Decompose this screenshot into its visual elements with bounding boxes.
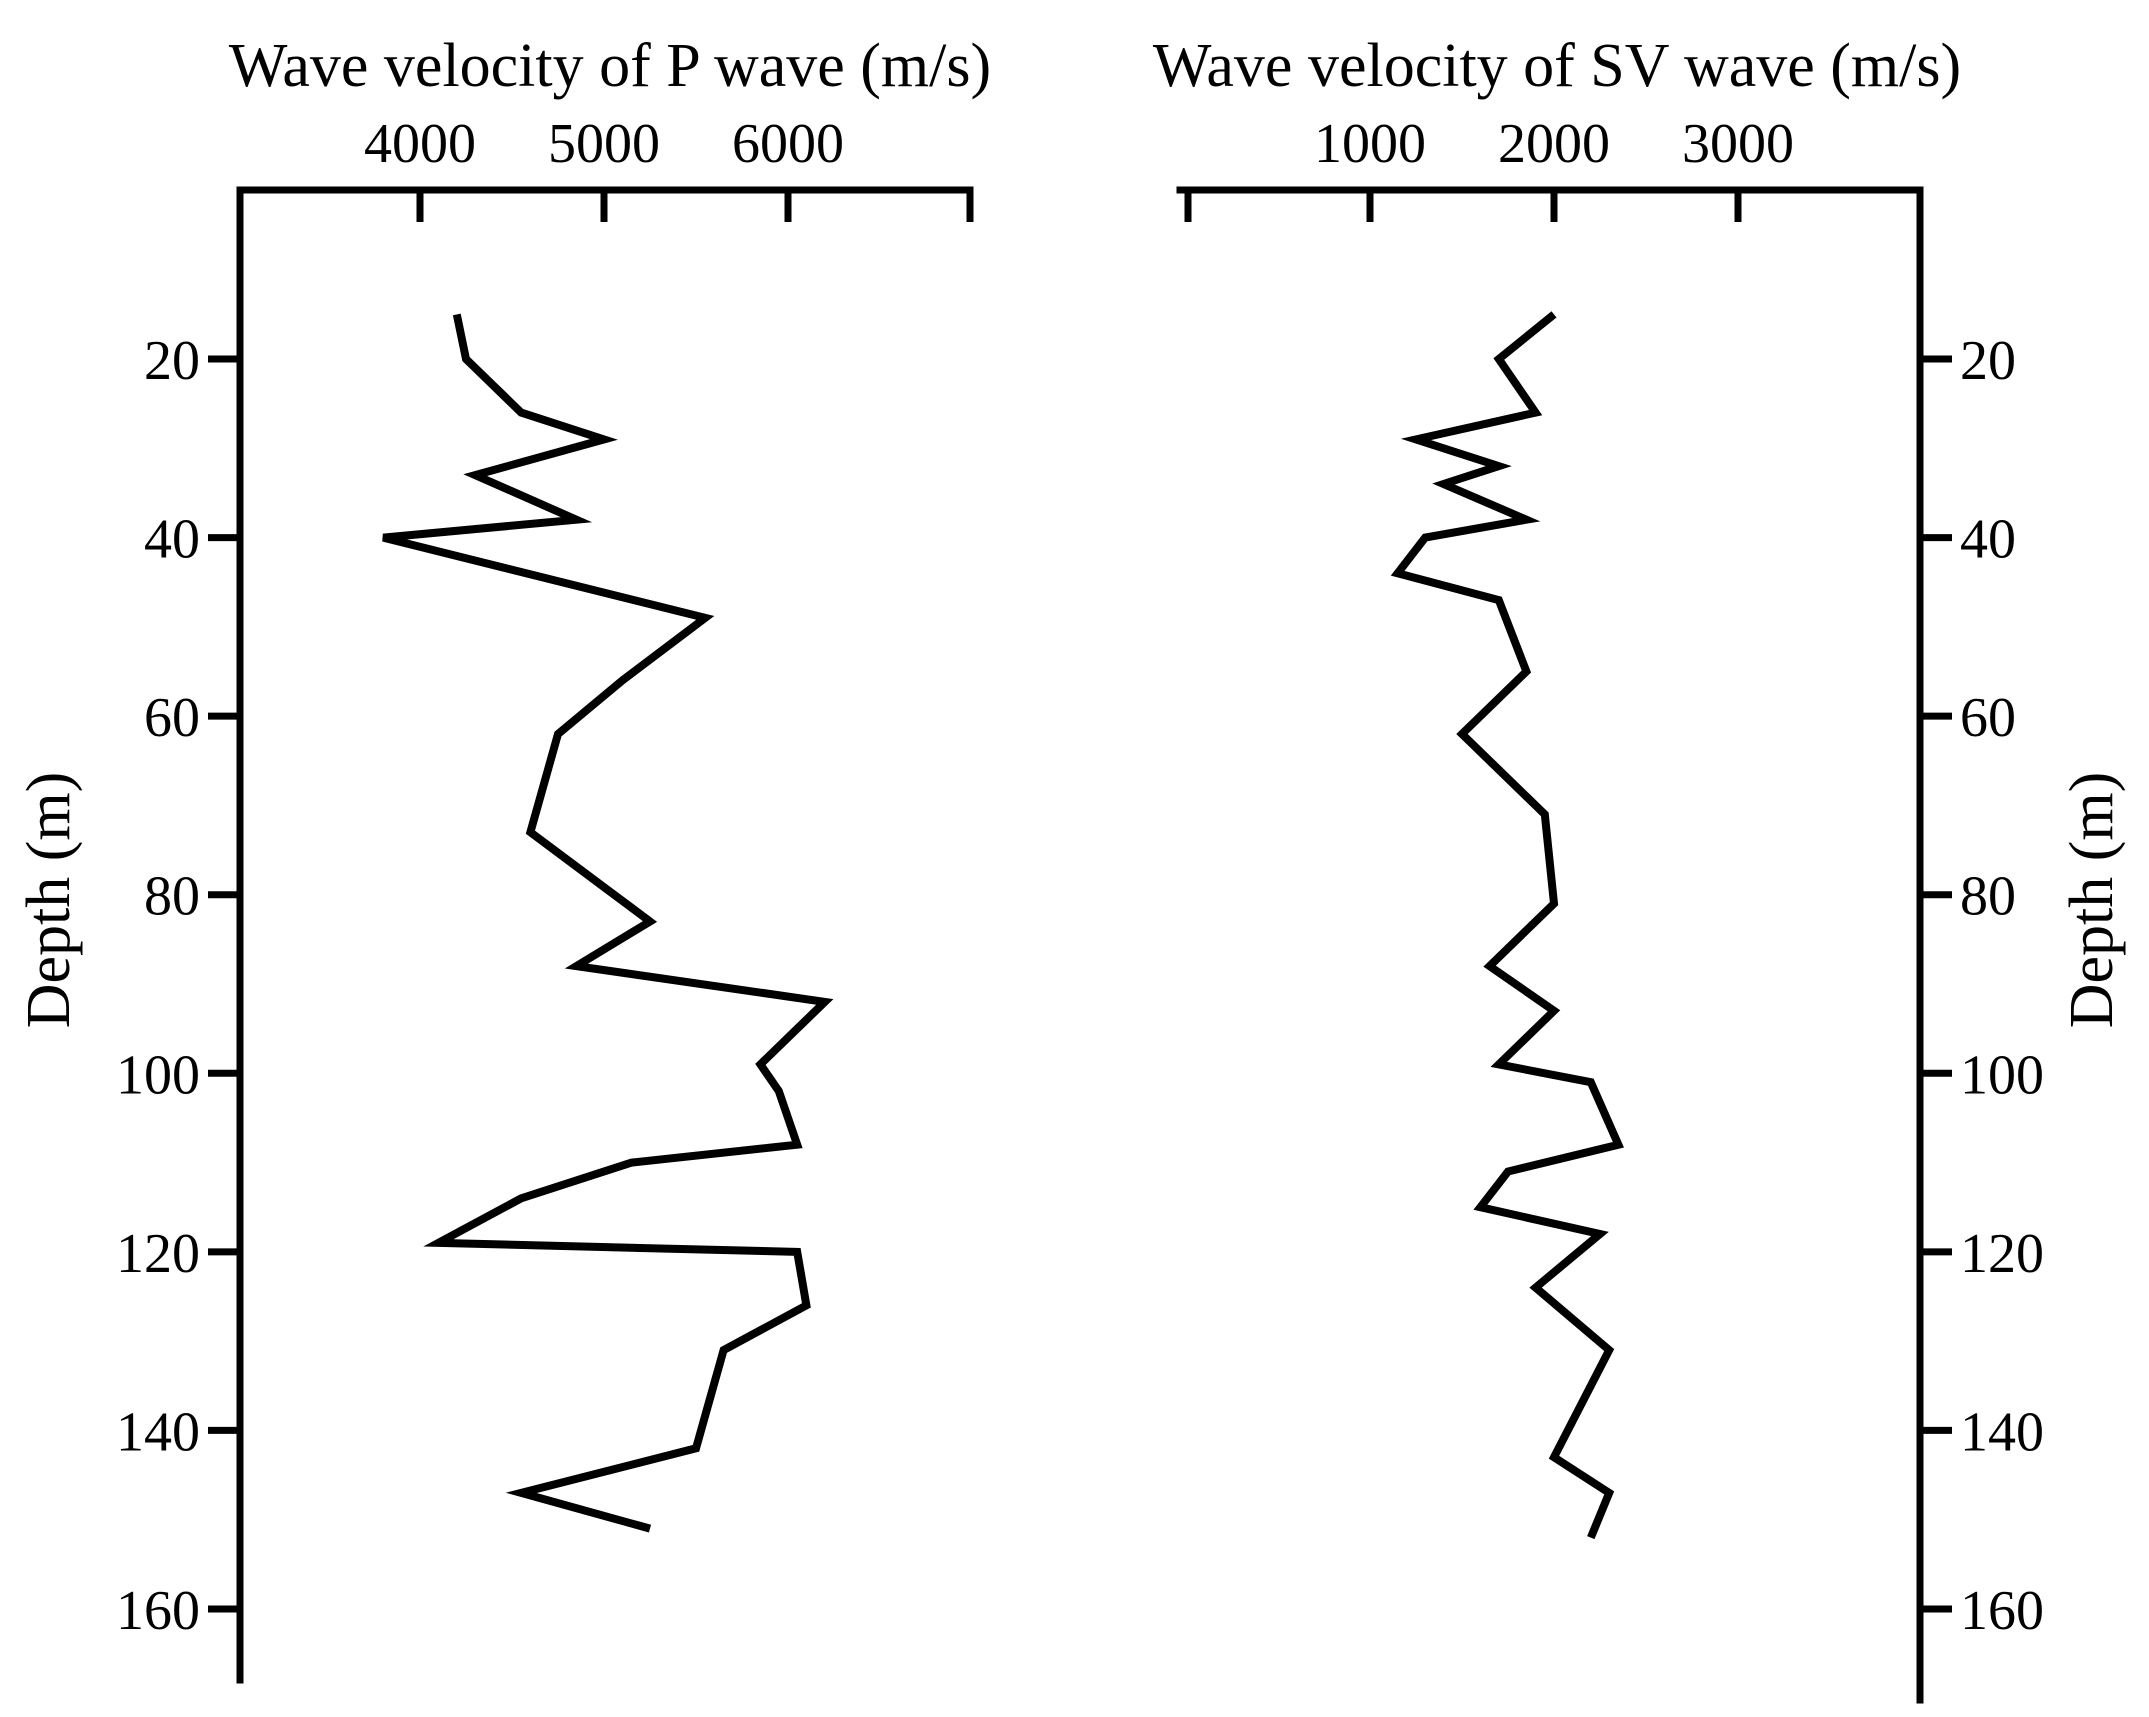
sv-wave-x-tick-label: 3000 [1682, 113, 1794, 175]
sv-wave-y-ticks: 20 40 60 80 100 120 140 160 [1920, 330, 2044, 1642]
sv-wave-y-tick-label: 120 [1960, 1223, 2044, 1285]
p-wave-y-tick-label: 20 [144, 330, 200, 392]
sv-wave-x-axis-title: Wave velocity of SV wave (m/s) [1153, 32, 1961, 100]
p-wave-y-ticks: 20 40 60 80 100 120 140 160 [116, 330, 240, 1642]
p-wave-y-tick-label: 80 [144, 866, 200, 928]
p-wave-y-axis-title: Depth (m) [15, 772, 83, 1029]
sv-wave-x-tick-label: 1000 [1314, 113, 1426, 175]
p-wave-x-ticks: 4000 5000 6000 [364, 113, 974, 222]
p-wave-y-tick-label: 160 [116, 1580, 200, 1642]
sv-wave-panel: Wave velocity of SV wave (m/s) 1000 2000 3… [1153, 32, 2126, 1704]
p-wave-x-tick-label: 5000 [548, 113, 660, 175]
p-wave-y-tick-label: 140 [116, 1401, 200, 1463]
sv-wave-x-tick-label: 2000 [1498, 113, 1610, 175]
p-wave-panel: Wave velocity of P wave (m/s) 4000 5000 60… [15, 32, 991, 1684]
p-wave-y-tick-label: 40 [144, 509, 200, 571]
sv-wave-y-tick-label: 100 [1960, 1044, 2044, 1106]
sv-wave-y-axis-title: Depth (m) [2058, 772, 2126, 1029]
p-wave-x-axis-title: Wave velocity of P wave (m/s) [229, 32, 991, 100]
p-wave-y-tick-label: 100 [116, 1044, 200, 1106]
sv-wave-x-ticks: 1000 2000 3000 [1184, 113, 1794, 222]
sv-wave-y-tick-label: 40 [1960, 509, 2016, 571]
sv-wave-y-tick-label: 80 [1960, 866, 2016, 928]
sv-wave-y-tick-label: 60 [1960, 687, 2016, 749]
sv-wave-y-tick-label: 140 [1960, 1401, 2044, 1463]
p-wave-velocity-line [382, 313, 834, 1533]
sv-wave-y-tick-label: 20 [1960, 330, 2016, 392]
p-wave-y-tick-label: 60 [144, 687, 200, 749]
sv-wave-velocity-line [1390, 311, 1624, 1540]
p-wave-x-tick-label: 6000 [732, 113, 844, 175]
sv-wave-y-tick-label: 160 [1960, 1580, 2044, 1642]
p-wave-x-tick-label: 4000 [364, 113, 476, 175]
p-wave-y-tick-label: 120 [116, 1223, 200, 1285]
